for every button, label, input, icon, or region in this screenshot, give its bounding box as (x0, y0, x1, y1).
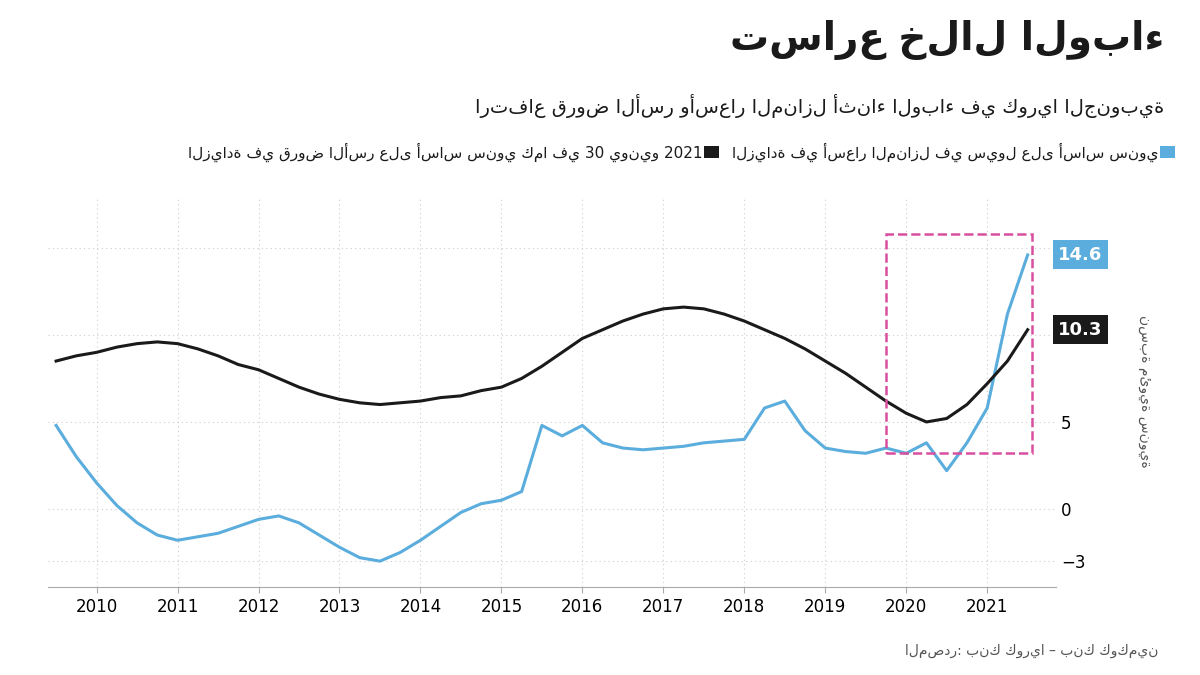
Y-axis label: نسبة مئوية سنوية: نسبة مئوية سنوية (1138, 315, 1152, 468)
Text: الزيادة في أسعار المنازل في سيول على أساس سنوي: الزيادة في أسعار المنازل في سيول على أسا… (732, 142, 1158, 161)
Text: الزيادة في قروض الأسر على أساس سنوي كما في 30 يونيو 2021: الزيادة في قروض الأسر على أساس سنوي كما … (187, 142, 702, 161)
Bar (886, 234, 1032, 454)
Text: 10.3: 10.3 (1058, 321, 1103, 339)
Text: تسارع خلال الوباء: تسارع خلال الوباء (730, 20, 1164, 60)
Text: المصدر: بنك كوريا – بنك كوكمين: المصدر: بنك كوريا – بنك كوكمين (905, 644, 1158, 658)
Text: 14.6: 14.6 (1058, 246, 1103, 264)
Text: ارتفاع قروض الأسر وأسعار المنازل أثناء الوباء في كوريا الجنوبية: ارتفاع قروض الأسر وأسعار المنازل أثناء ا… (475, 95, 1164, 119)
